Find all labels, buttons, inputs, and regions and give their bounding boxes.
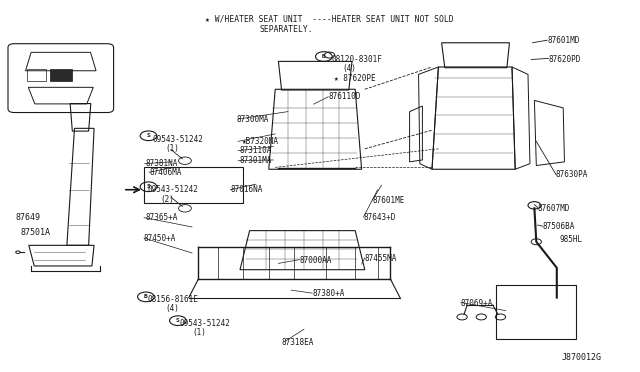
Text: 08120-8301F: 08120-8301F	[332, 55, 382, 64]
Bar	[50, 69, 72, 81]
Text: 87318EA: 87318EA	[282, 338, 314, 347]
Text: 87607MD: 87607MD	[538, 204, 570, 213]
Text: B: B	[144, 294, 148, 299]
Text: 87000AA: 87000AA	[300, 256, 332, 265]
Text: S: S	[147, 184, 150, 189]
Text: 87300MA: 87300MA	[237, 115, 269, 124]
Text: 873110A: 873110A	[240, 146, 273, 155]
Text: 87630PA: 87630PA	[556, 170, 588, 179]
Text: 876110D: 876110D	[328, 92, 361, 101]
Text: S: S	[147, 133, 150, 138]
Text: ★ 87620PE: ★ 87620PE	[334, 74, 376, 83]
Text: (4): (4)	[165, 304, 179, 312]
Bar	[28, 69, 46, 81]
Text: 87069+A: 87069+A	[461, 299, 493, 308]
Text: 87601ME: 87601ME	[372, 196, 405, 205]
Text: 09543-51242: 09543-51242	[147, 185, 198, 194]
Text: 87380+A: 87380+A	[312, 289, 345, 298]
Text: ★ W/HEATER SEAT UNIT  ----HEATER SEAT UNIT NOT SOLD: ★ W/HEATER SEAT UNIT ----HEATER SEAT UNI…	[205, 14, 453, 23]
Text: 08156-8161E: 08156-8161E	[147, 295, 198, 304]
Text: B: B	[322, 54, 326, 59]
Text: 87365+A: 87365+A	[146, 213, 179, 222]
Text: 87301MA: 87301MA	[240, 156, 273, 165]
Text: S: S	[176, 318, 180, 323]
Text: 985HL: 985HL	[560, 235, 583, 244]
Text: 87643+D: 87643+D	[364, 213, 396, 222]
Text: 87450+A: 87450+A	[144, 234, 177, 243]
Text: 87501A: 87501A	[20, 228, 51, 237]
Text: 87601MD: 87601MD	[547, 36, 580, 45]
Text: (2): (2)	[160, 195, 174, 203]
Text: 87649: 87649	[16, 213, 41, 222]
Text: (4): (4)	[342, 64, 356, 73]
Text: (1): (1)	[192, 328, 206, 337]
Text: 87455MA: 87455MA	[365, 254, 397, 263]
Text: 87016NA: 87016NA	[230, 185, 263, 194]
Text: SEPARATELY.: SEPARATELY.	[259, 25, 313, 34]
Text: ★B7320NA: ★B7320NA	[242, 137, 279, 146]
Text: J870012G: J870012G	[562, 353, 602, 362]
Text: (1): (1)	[165, 144, 179, 153]
Text: 87381NA: 87381NA	[146, 159, 179, 168]
Text: 87506BA: 87506BA	[543, 222, 575, 231]
Text: 87620PD: 87620PD	[548, 55, 581, 64]
Text: 09543-51242: 09543-51242	[179, 319, 230, 328]
Text: 09543-51242: 09543-51242	[152, 135, 203, 144]
Text: 87406MA: 87406MA	[149, 169, 182, 177]
